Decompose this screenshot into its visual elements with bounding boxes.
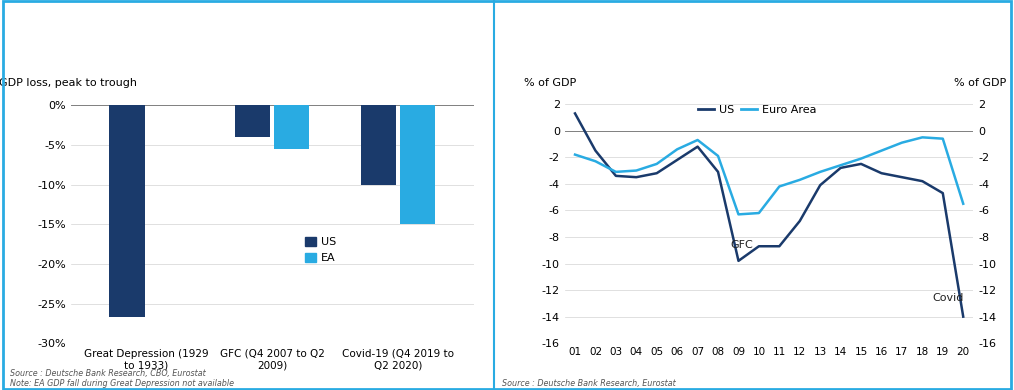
Text: GFC: GFC (730, 239, 753, 250)
Text: Source : Deutsche Bank Research, CBO, Eurostat
Note: EA GDP fall during Great De: Source : Deutsche Bank Research, CBO, Eu… (10, 369, 234, 388)
Text: Source : Deutsche Bank Research, Eurostat: Source : Deutsche Bank Research, Eurosta… (502, 379, 675, 388)
Legend: US, Euro Area: US, Euro Area (694, 101, 820, 119)
Bar (400, 105, 435, 224)
Bar (274, 105, 309, 149)
Text: % of GDP: % of GDP (954, 78, 1006, 88)
Text: % of GDP: % of GDP (524, 78, 576, 88)
Bar (235, 105, 271, 137)
Bar (361, 105, 396, 185)
Bar (110, 105, 145, 317)
Text: Figure 3: Peak-to-trough GDP loss to be between Great
Depression and GFC: Figure 3: Peak-to-trough GDP loss to be … (17, 28, 433, 58)
Text: GDP loss, peak to trough: GDP loss, peak to trough (0, 78, 137, 88)
Text: Covid: Covid (933, 293, 964, 303)
Text: Figure 4: Deficit to GDP to surpass the GFC: Figure 4: Deficit to GDP to surpass the … (512, 34, 837, 47)
Legend: US, EA: US, EA (301, 232, 341, 268)
